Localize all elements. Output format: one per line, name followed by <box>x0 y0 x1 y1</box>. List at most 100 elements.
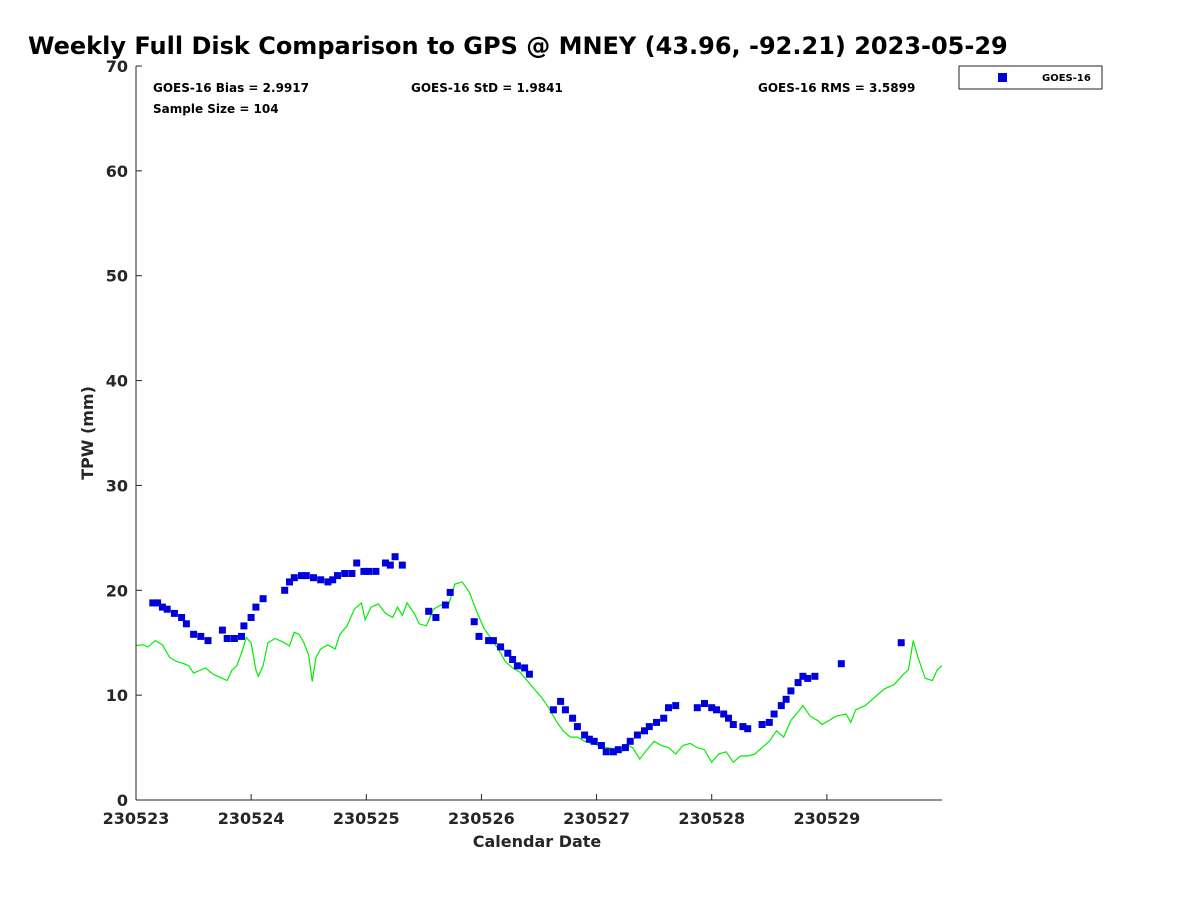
y-tick-label: 70 <box>106 57 128 76</box>
goes-point <box>590 737 598 745</box>
goes-point <box>223 635 231 642</box>
legend-marker <box>998 73 1007 82</box>
stat-bias: GOES-16 Bias = 2.9917 <box>153 81 309 95</box>
goes-point <box>238 632 245 640</box>
goes-point <box>310 574 317 582</box>
goes-point <box>382 559 389 567</box>
legend-box <box>958 65 1103 90</box>
goes-point <box>290 574 298 582</box>
goes-point <box>489 637 497 645</box>
goes-point <box>432 614 440 621</box>
gps-line <box>136 581 942 764</box>
goes-point <box>302 572 310 580</box>
goes-point <box>149 599 157 607</box>
goes-point <box>230 635 238 642</box>
goes-point <box>585 735 593 743</box>
y-tick-label: 30 <box>106 476 128 495</box>
y-axis-ticks: 0 10 20 30 40 50 60 70 <box>106 57 142 810</box>
goes-point <box>557 697 565 705</box>
x-tick-label: 230529 <box>793 809 860 828</box>
goes-point <box>708 704 716 712</box>
goes-point <box>218 626 226 634</box>
goes-point <box>154 599 162 607</box>
y-tick-label: 60 <box>106 162 128 181</box>
goes-point <box>614 746 622 754</box>
stat-sample-size: Sample Size = 104 <box>153 102 279 116</box>
goes-point <box>573 723 581 731</box>
goes-point <box>386 561 394 569</box>
x-axis-label: Calendar Date <box>473 832 602 851</box>
x-tick-label: 230525 <box>333 809 400 828</box>
goes-series <box>149 553 905 756</box>
goes-point <box>561 706 569 714</box>
goes-point <box>645 723 653 731</box>
x-tick-label: 230523 <box>103 809 170 828</box>
goes-point <box>811 672 819 680</box>
goes-point <box>626 737 634 745</box>
goes-point <box>758 721 766 728</box>
gps-series <box>136 581 942 764</box>
y-tick-label: 50 <box>106 267 128 286</box>
goes-point <box>497 643 505 651</box>
goes-point <box>441 601 449 609</box>
y-tick-label: 40 <box>106 372 128 391</box>
x-tick-label: 230527 <box>563 809 630 828</box>
goes-point <box>509 656 517 663</box>
goes-point <box>259 595 267 603</box>
x-tick-label: 230526 <box>448 809 515 828</box>
goes-point <box>398 561 406 569</box>
goes-point <box>725 714 732 722</box>
goes-point <box>286 578 293 586</box>
stat-std: GOES-16 StD = 1.9841 <box>411 81 563 95</box>
goes-point <box>372 567 380 575</box>
x-tick-label: 230528 <box>678 809 745 828</box>
goes-point <box>549 706 557 714</box>
goes-point <box>329 576 337 584</box>
goes-point <box>777 702 785 710</box>
chart-title: Weekly Full Disk Comparison to GPS @ MNE… <box>28 32 1008 60</box>
goes-point <box>204 637 212 645</box>
legend: GOES-16 <box>958 65 1103 90</box>
goes-point <box>804 674 812 682</box>
goes-point <box>391 553 399 561</box>
goes-point <box>770 710 778 718</box>
goes-point <box>782 695 790 703</box>
goes-point <box>317 576 325 584</box>
goes-point <box>360 567 368 575</box>
goes-point <box>485 637 493 645</box>
goes-point <box>365 567 373 575</box>
goes-point <box>170 609 178 617</box>
goes-point <box>602 748 610 756</box>
goes-point <box>247 614 255 621</box>
goes-point <box>744 725 752 733</box>
goes-point <box>446 588 454 596</box>
legend-label: GOES-16 <box>1042 73 1091 84</box>
goes-point <box>158 603 166 611</box>
goes-point <box>281 586 289 594</box>
goes-point <box>581 731 589 739</box>
goes-point <box>597 742 605 749</box>
x-axis-ticks: 230523 230524 230525 230526 230527 230528 2305… <box>103 794 860 828</box>
goes-point <box>348 570 356 577</box>
goes-point <box>569 714 577 722</box>
goes-point <box>672 702 680 710</box>
y-tick-label: 0 <box>117 791 128 810</box>
goes-point <box>633 731 641 739</box>
goes-point <box>470 618 478 626</box>
goes-point <box>334 572 341 580</box>
goes-point <box>197 632 205 640</box>
goes-point <box>178 614 186 621</box>
goes-point <box>252 603 260 611</box>
goes-point <box>324 578 332 586</box>
goes-point <box>701 700 708 707</box>
goes-point <box>713 706 720 714</box>
goes-point <box>609 748 617 756</box>
goes-point <box>897 639 905 647</box>
goes-point <box>837 660 845 668</box>
goes-point <box>513 662 521 670</box>
goes-point <box>729 721 737 728</box>
plot-area <box>136 553 942 764</box>
goes-point <box>353 559 361 567</box>
